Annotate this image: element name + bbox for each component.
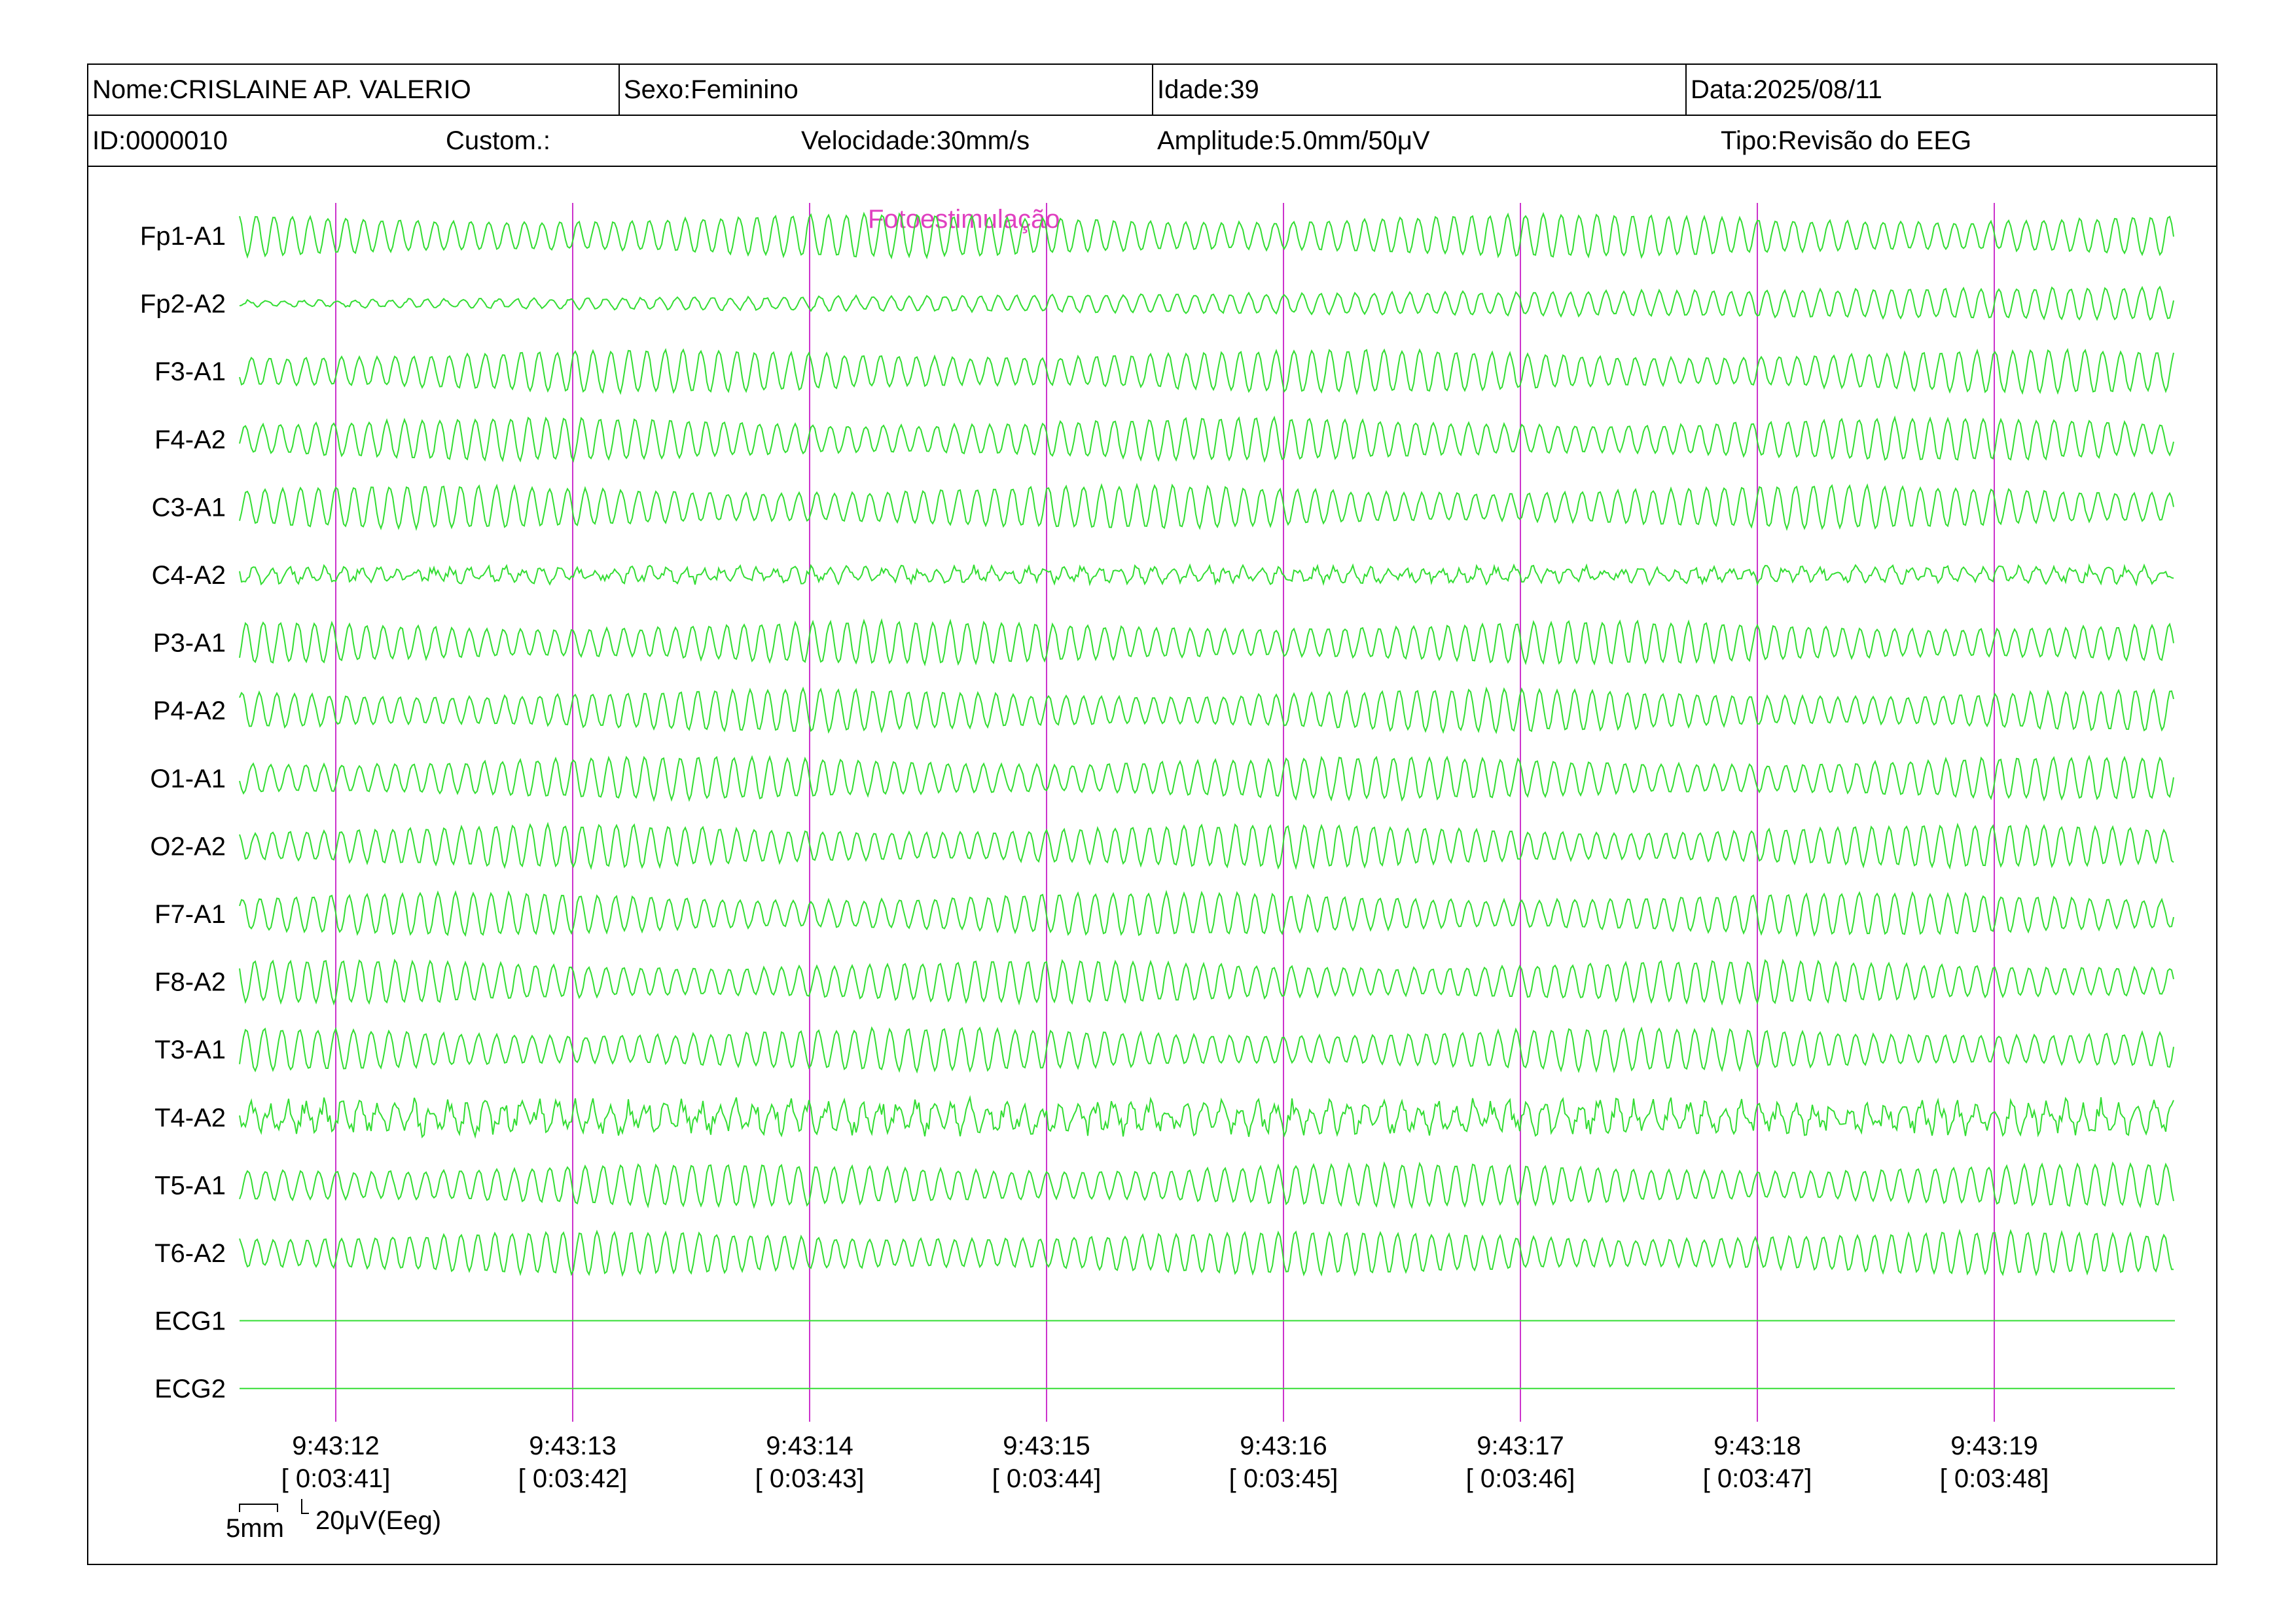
custom-field: Custom.: xyxy=(446,126,551,155)
eeg-trace-f7-a1 xyxy=(239,890,2174,937)
channel-label: O2-A2 xyxy=(150,832,226,861)
patient-id: ID:0000010 xyxy=(92,126,228,155)
eeg-trace-t5-a1 xyxy=(239,1161,2174,1210)
clock-time-label: 9:43:19 xyxy=(1950,1432,2037,1460)
exam-date: Data:2025/08/11 xyxy=(1685,65,2216,115)
eeg-trace-c4-a2 xyxy=(239,563,2174,586)
elapsed-time-label: [ 0:03:46] xyxy=(1466,1464,1575,1493)
eeg-trace-t6-a2 xyxy=(239,1229,2174,1277)
patient-age: Idade:39 xyxy=(1152,65,1685,115)
channel-label: Fp1-A1 xyxy=(140,222,226,251)
amplitude-scale-bracket xyxy=(301,1499,309,1514)
time-scale-bracket xyxy=(239,1504,278,1512)
channel-label: P3-A1 xyxy=(153,629,226,658)
elapsed-time-label: [ 0:03:48] xyxy=(1940,1464,2049,1493)
eeg-trace-p3-a1 xyxy=(239,618,2174,667)
elapsed-time-label: [ 0:03:44] xyxy=(992,1464,1102,1493)
channel-label: Fp2-A2 xyxy=(140,290,226,319)
channel-label: F4-A2 xyxy=(154,425,226,454)
channel-label: T4-A2 xyxy=(154,1104,226,1132)
time-scale-label: 5mm xyxy=(226,1514,284,1543)
channel-label: ECG2 xyxy=(154,1375,226,1403)
elapsed-time-label: [ 0:03:47] xyxy=(1703,1464,1812,1493)
channel-label: F7-A1 xyxy=(154,900,226,929)
channel-label: T5-A1 xyxy=(154,1171,226,1200)
channel-label: C3-A1 xyxy=(152,493,226,522)
clock-time-label: 9:43:14 xyxy=(766,1432,853,1460)
channel-label: F8-A2 xyxy=(154,968,226,997)
channel-label: T3-A1 xyxy=(154,1036,226,1064)
eeg-trace-fp2-a2 xyxy=(239,285,2174,321)
channel-label: T6-A2 xyxy=(154,1239,226,1268)
channel-label: O1-A1 xyxy=(150,765,226,793)
amplitude-setting: Amplitude:5.0mm/50μV xyxy=(1157,126,1430,155)
channel-label: F3-A1 xyxy=(154,357,226,386)
clock-time-label: 9:43:17 xyxy=(1477,1432,1564,1460)
eeg-trace-fp1-a1 xyxy=(239,211,2174,260)
paper-speed: Velocidade:30mm/s xyxy=(801,126,1030,155)
channel-label: C4-A2 xyxy=(152,561,226,590)
channel-label: ECG1 xyxy=(154,1307,226,1336)
eeg-trace-f4-a2 xyxy=(239,415,2174,463)
elapsed-time-label: [ 0:03:41] xyxy=(281,1464,391,1493)
eeg-trace-o1-a1 xyxy=(239,754,2174,803)
eeg-trace-f3-a1 xyxy=(239,348,2174,395)
patient-sex: Sexo:Feminino xyxy=(619,65,1152,115)
elapsed-time-label: [ 0:03:42] xyxy=(518,1464,628,1493)
clock-time-label: 9:43:18 xyxy=(1713,1432,1801,1460)
elapsed-time-label: [ 0:03:43] xyxy=(755,1464,865,1493)
eeg-trace-t3-a1 xyxy=(239,1026,2174,1074)
clock-time-label: 9:43:12 xyxy=(292,1432,379,1460)
elapsed-time-label: [ 0:03:45] xyxy=(1229,1464,1338,1493)
eeg-trace-p4-a2 xyxy=(239,686,2174,734)
channel-label: P4-A2 xyxy=(153,696,226,725)
eeg-trace-o2-a2 xyxy=(239,821,2174,871)
amplitude-scale-label: 20μV(Eeg) xyxy=(315,1506,441,1535)
clock-time-label: 9:43:15 xyxy=(1003,1432,1090,1460)
eeg-trace-f8-a2 xyxy=(239,958,2174,1006)
eeg-trace-c3-a1 xyxy=(239,482,2174,532)
eeg-report-sheet: Nome:CRISLAINE AP. VALERIO Sexo:Feminino… xyxy=(87,63,2217,1565)
clock-time-label: 9:43:16 xyxy=(1240,1432,1327,1460)
exam-settings-row: ID:0000010 Custom.: Velocidade:30mm/s Am… xyxy=(88,116,2216,167)
patient-name: Nome:CRISLAINE AP. VALERIO xyxy=(92,75,471,104)
patient-header-row: Nome:CRISLAINE AP. VALERIO Sexo:Feminino… xyxy=(88,65,2216,116)
exam-type: Tipo:Revisão do EEG xyxy=(1721,126,1972,155)
eeg-trace-t4-a2 xyxy=(239,1094,2174,1139)
clock-time-label: 9:43:13 xyxy=(529,1432,616,1460)
